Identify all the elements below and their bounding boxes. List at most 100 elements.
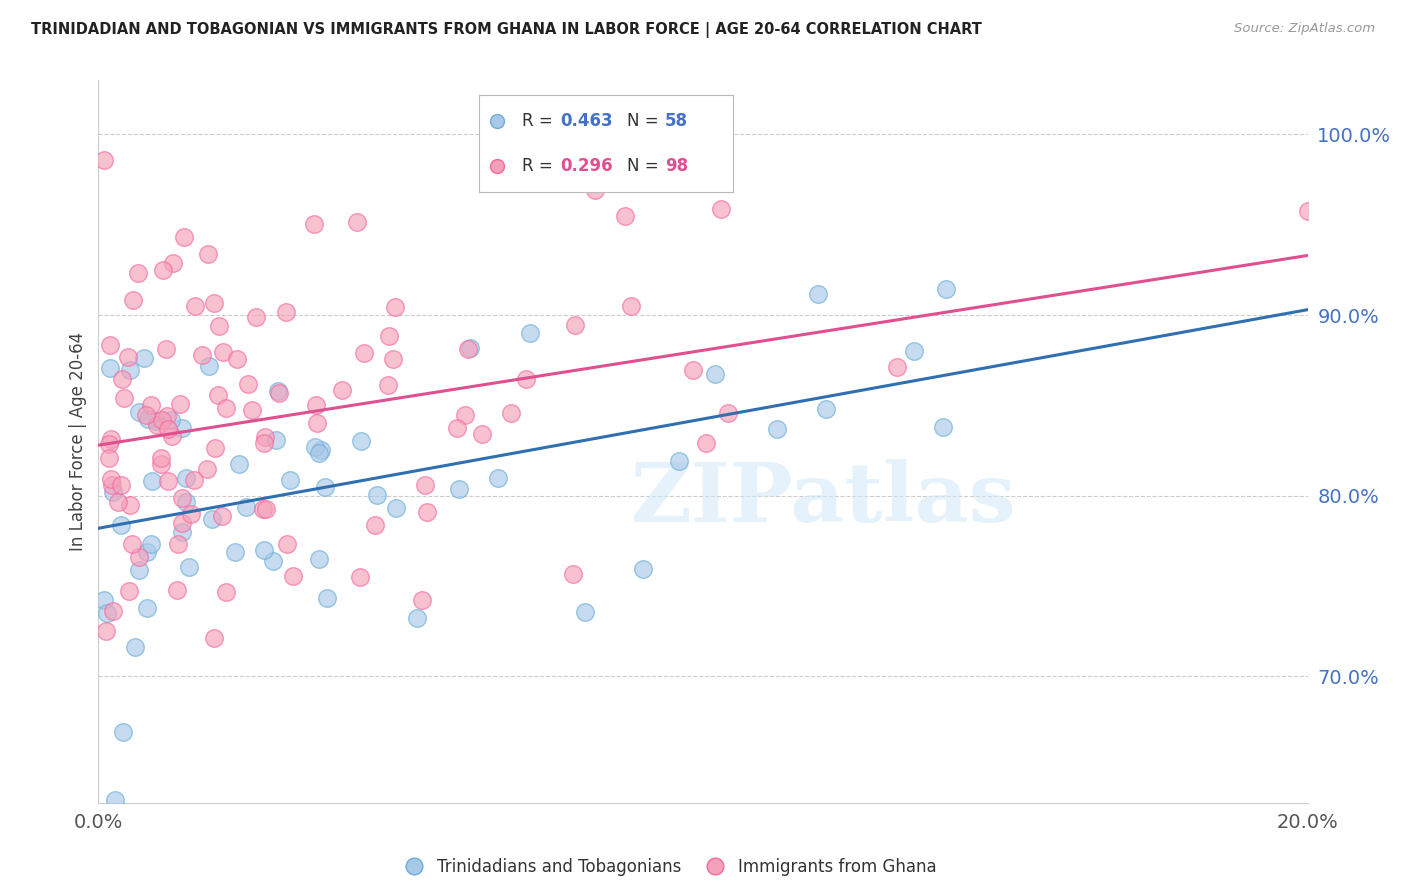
Point	[806, 287, 828, 301]
Point	[117, 350, 139, 364]
Point	[172, 491, 194, 505]
Point	[215, 401, 238, 415]
Point	[156, 409, 179, 423]
Point	[98, 450, 121, 465]
Point	[262, 554, 284, 568]
Point	[276, 305, 298, 319]
Point	[170, 516, 193, 530]
Point	[561, 566, 583, 581]
Point	[183, 474, 205, 488]
Point	[499, 407, 522, 421]
Point	[96, 624, 118, 638]
Point	[305, 398, 328, 412]
Point	[346, 215, 368, 229]
Point	[264, 433, 287, 447]
Point	[162, 256, 184, 270]
Point	[145, 417, 167, 432]
Point	[378, 329, 401, 343]
Point	[886, 359, 908, 374]
Point	[235, 500, 257, 514]
Point	[201, 511, 224, 525]
Point	[136, 545, 159, 559]
Point	[316, 591, 339, 605]
Point	[127, 266, 149, 280]
Point	[308, 446, 330, 460]
Point	[118, 584, 141, 599]
Point	[253, 436, 276, 450]
Point	[104, 792, 127, 806]
Text: ZIPatlas: ZIPatlas	[631, 459, 1017, 540]
Point	[252, 502, 274, 516]
Y-axis label: In Labor Force | Age 20-64: In Labor Force | Age 20-64	[69, 332, 87, 551]
Point	[149, 458, 172, 472]
Point	[302, 217, 325, 231]
Point	[446, 421, 468, 435]
Text: TRINIDADIAN AND TOBAGONIAN VS IMMIGRANTS FROM GHANA IN LABOR FORCE | AGE 20-64 C: TRINIDADIAN AND TOBAGONIAN VS IMMIGRANTS…	[31, 22, 981, 38]
Point	[411, 593, 433, 607]
Point	[136, 600, 159, 615]
Point	[197, 247, 219, 261]
Point	[254, 501, 277, 516]
Point	[224, 544, 246, 558]
Point	[276, 537, 298, 551]
Point	[1296, 203, 1319, 218]
Point	[267, 384, 290, 399]
Point	[121, 537, 143, 551]
Point	[112, 391, 135, 405]
Point	[717, 406, 740, 420]
Point	[471, 427, 494, 442]
Point	[349, 570, 371, 584]
Point	[184, 300, 207, 314]
Point	[614, 210, 637, 224]
Point	[454, 408, 477, 422]
Point	[136, 412, 159, 426]
Point	[202, 296, 225, 310]
Point	[278, 473, 301, 487]
Point	[177, 559, 200, 574]
Point	[100, 433, 122, 447]
Point	[228, 457, 250, 471]
Point	[486, 471, 509, 485]
Point	[195, 461, 218, 475]
Point	[166, 583, 188, 598]
Point	[170, 421, 193, 435]
Point	[682, 363, 704, 377]
Point	[309, 443, 332, 458]
Point	[695, 436, 717, 450]
Point	[93, 153, 115, 167]
Point	[124, 640, 146, 655]
Point	[204, 441, 226, 455]
Point	[364, 518, 387, 533]
Point	[211, 509, 233, 524]
Point	[101, 484, 124, 499]
Point	[141, 537, 163, 551]
Point	[122, 293, 145, 307]
Point	[415, 505, 437, 519]
Point	[141, 398, 163, 412]
Point	[307, 417, 329, 431]
Point	[619, 299, 641, 313]
Point	[413, 478, 436, 492]
Point	[101, 477, 124, 491]
Point	[583, 183, 606, 197]
Point	[93, 592, 115, 607]
Point	[157, 422, 180, 436]
Point	[267, 385, 290, 400]
Point	[253, 542, 276, 557]
Point	[457, 343, 479, 357]
Point	[631, 561, 654, 575]
Point	[240, 402, 263, 417]
Point	[765, 422, 787, 436]
Point	[96, 606, 118, 620]
Point	[128, 405, 150, 419]
Point	[174, 495, 197, 509]
Point	[207, 388, 229, 402]
Point	[160, 413, 183, 427]
Point	[304, 440, 326, 454]
Point	[150, 413, 173, 427]
Point	[180, 508, 202, 522]
Point	[132, 351, 155, 365]
Point	[377, 378, 399, 392]
Point	[903, 343, 925, 358]
Point	[366, 488, 388, 502]
